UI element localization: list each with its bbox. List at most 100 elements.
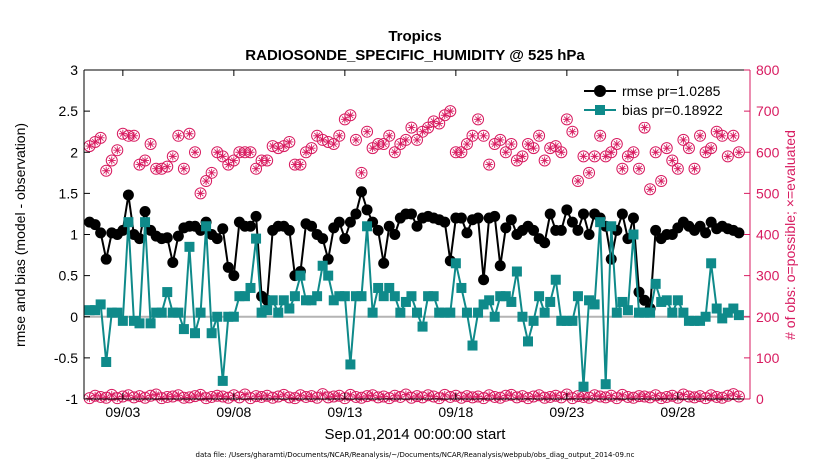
obs-possible-circle bbox=[560, 113, 573, 126]
bias-series bbox=[84, 217, 744, 392]
obs-marker-high-15 bbox=[166, 150, 179, 163]
obs-evaluated-star bbox=[601, 152, 610, 161]
obs-possible-circle bbox=[677, 133, 690, 146]
obs-possible-circle bbox=[483, 158, 496, 171]
obs-possible-circle bbox=[194, 187, 207, 200]
bias-point bbox=[695, 315, 706, 326]
bias-point bbox=[201, 221, 212, 232]
bias-point bbox=[212, 311, 223, 322]
obs-marker-high-87 bbox=[566, 125, 579, 138]
rmse-point bbox=[134, 233, 145, 245]
obs-evaluated-star bbox=[196, 390, 205, 399]
obs-evaluated-star bbox=[363, 127, 372, 136]
obs-marker-high-100 bbox=[638, 121, 651, 134]
obs-marker-high-48 bbox=[349, 133, 362, 146]
obs-marker-high-49 bbox=[355, 166, 368, 179]
obs-evaluated-star bbox=[285, 137, 294, 146]
obs-marker-high-26 bbox=[227, 154, 240, 167]
bias-point bbox=[667, 307, 678, 318]
obs-marker-high-24 bbox=[216, 150, 229, 163]
bias-point bbox=[306, 295, 317, 306]
obs-possible-circle bbox=[361, 125, 374, 138]
obs-possible-circle bbox=[205, 166, 218, 179]
rmse-point bbox=[489, 210, 501, 222]
obs-evaluated-star bbox=[540, 156, 549, 165]
obs-possible-circle bbox=[455, 146, 468, 159]
x-tick-label: 09/23 bbox=[549, 404, 584, 420]
bias-point bbox=[733, 310, 744, 321]
bias-point bbox=[717, 313, 728, 324]
obs-evaluated-star bbox=[507, 390, 516, 399]
obs-evaluated-star bbox=[585, 393, 594, 402]
obs-possible-circle bbox=[644, 183, 657, 196]
obs-evaluated-star bbox=[457, 148, 466, 157]
obs-marker-high-80 bbox=[527, 142, 540, 155]
obs-evaluated-star bbox=[501, 148, 510, 157]
obs-evaluated-star bbox=[229, 156, 238, 165]
obs-marker-high-69 bbox=[466, 129, 479, 142]
obs-possible-circle bbox=[433, 117, 446, 130]
x-tick-label: 09/18 bbox=[438, 404, 473, 420]
obs-marker-high-117 bbox=[732, 146, 745, 159]
obs-marker-high-78 bbox=[516, 150, 529, 163]
obs-evaluated-star bbox=[107, 156, 116, 165]
rmse-point bbox=[405, 208, 417, 220]
obs-evaluated-star bbox=[573, 177, 582, 186]
y-tick-label-right: 600 bbox=[756, 144, 780, 160]
obs-marker-high-96 bbox=[616, 162, 629, 175]
bias-point bbox=[278, 295, 289, 306]
obs-evaluated-star bbox=[701, 148, 710, 157]
obs-possible-circle bbox=[227, 154, 240, 167]
bias-point bbox=[184, 241, 195, 252]
obs-evaluated-star bbox=[468, 131, 477, 140]
obs-evaluated-star bbox=[707, 144, 716, 153]
obs-evaluated-star bbox=[668, 156, 677, 165]
obs-possible-circle bbox=[594, 129, 607, 142]
obs-evaluated-star bbox=[568, 127, 577, 136]
obs-evaluated-star bbox=[512, 156, 521, 165]
obs-evaluated-star bbox=[418, 127, 427, 136]
bias-point bbox=[162, 287, 173, 298]
obs-marker-high-11 bbox=[144, 138, 157, 151]
bias-point bbox=[461, 307, 472, 318]
rmse-point bbox=[544, 208, 556, 220]
y-tick-label-left: 3 bbox=[70, 62, 78, 78]
rmse-point bbox=[161, 232, 173, 244]
obs-evaluated-star bbox=[734, 148, 743, 157]
bias-point bbox=[622, 305, 633, 316]
obs-possible-circle bbox=[688, 162, 701, 175]
obs-evaluated-star bbox=[734, 392, 743, 401]
obs-possible-circle bbox=[505, 138, 518, 151]
obs-evaluated-star bbox=[368, 144, 377, 153]
obs-evaluated-star bbox=[91, 137, 100, 146]
obs-possible-circle bbox=[694, 129, 707, 142]
obs-evaluated-star bbox=[329, 140, 338, 149]
obs-evaluated-star bbox=[401, 390, 410, 399]
bias-point bbox=[545, 296, 556, 307]
obs-marker-high-114 bbox=[716, 129, 729, 142]
obs-evaluated-star bbox=[102, 393, 111, 402]
x-tick-label: 09/13 bbox=[327, 404, 362, 420]
rmse-point bbox=[639, 294, 651, 306]
obs-possible-circle bbox=[144, 138, 157, 151]
bias-point bbox=[239, 291, 250, 302]
obs-possible-circle bbox=[405, 121, 418, 134]
obs-marker-high-57 bbox=[399, 133, 412, 146]
bias-point bbox=[295, 270, 306, 281]
obs-evaluated-star bbox=[346, 111, 355, 120]
obs-marker-high-44 bbox=[327, 138, 340, 151]
rmse-point bbox=[317, 233, 329, 245]
obs-evaluated-star bbox=[701, 394, 710, 403]
obs-marker-high-75 bbox=[499, 146, 512, 159]
obs-marker-high-70 bbox=[472, 113, 485, 126]
bias-point bbox=[362, 221, 373, 232]
bias-point bbox=[584, 295, 595, 306]
obs-possible-circle bbox=[494, 133, 507, 146]
obs-evaluated-star bbox=[379, 140, 388, 149]
bias-point bbox=[517, 311, 528, 322]
bias-point bbox=[228, 311, 239, 322]
bias-point bbox=[700, 311, 711, 322]
obs-possible-circle bbox=[283, 135, 296, 148]
obs-marker-high-109 bbox=[688, 162, 701, 175]
